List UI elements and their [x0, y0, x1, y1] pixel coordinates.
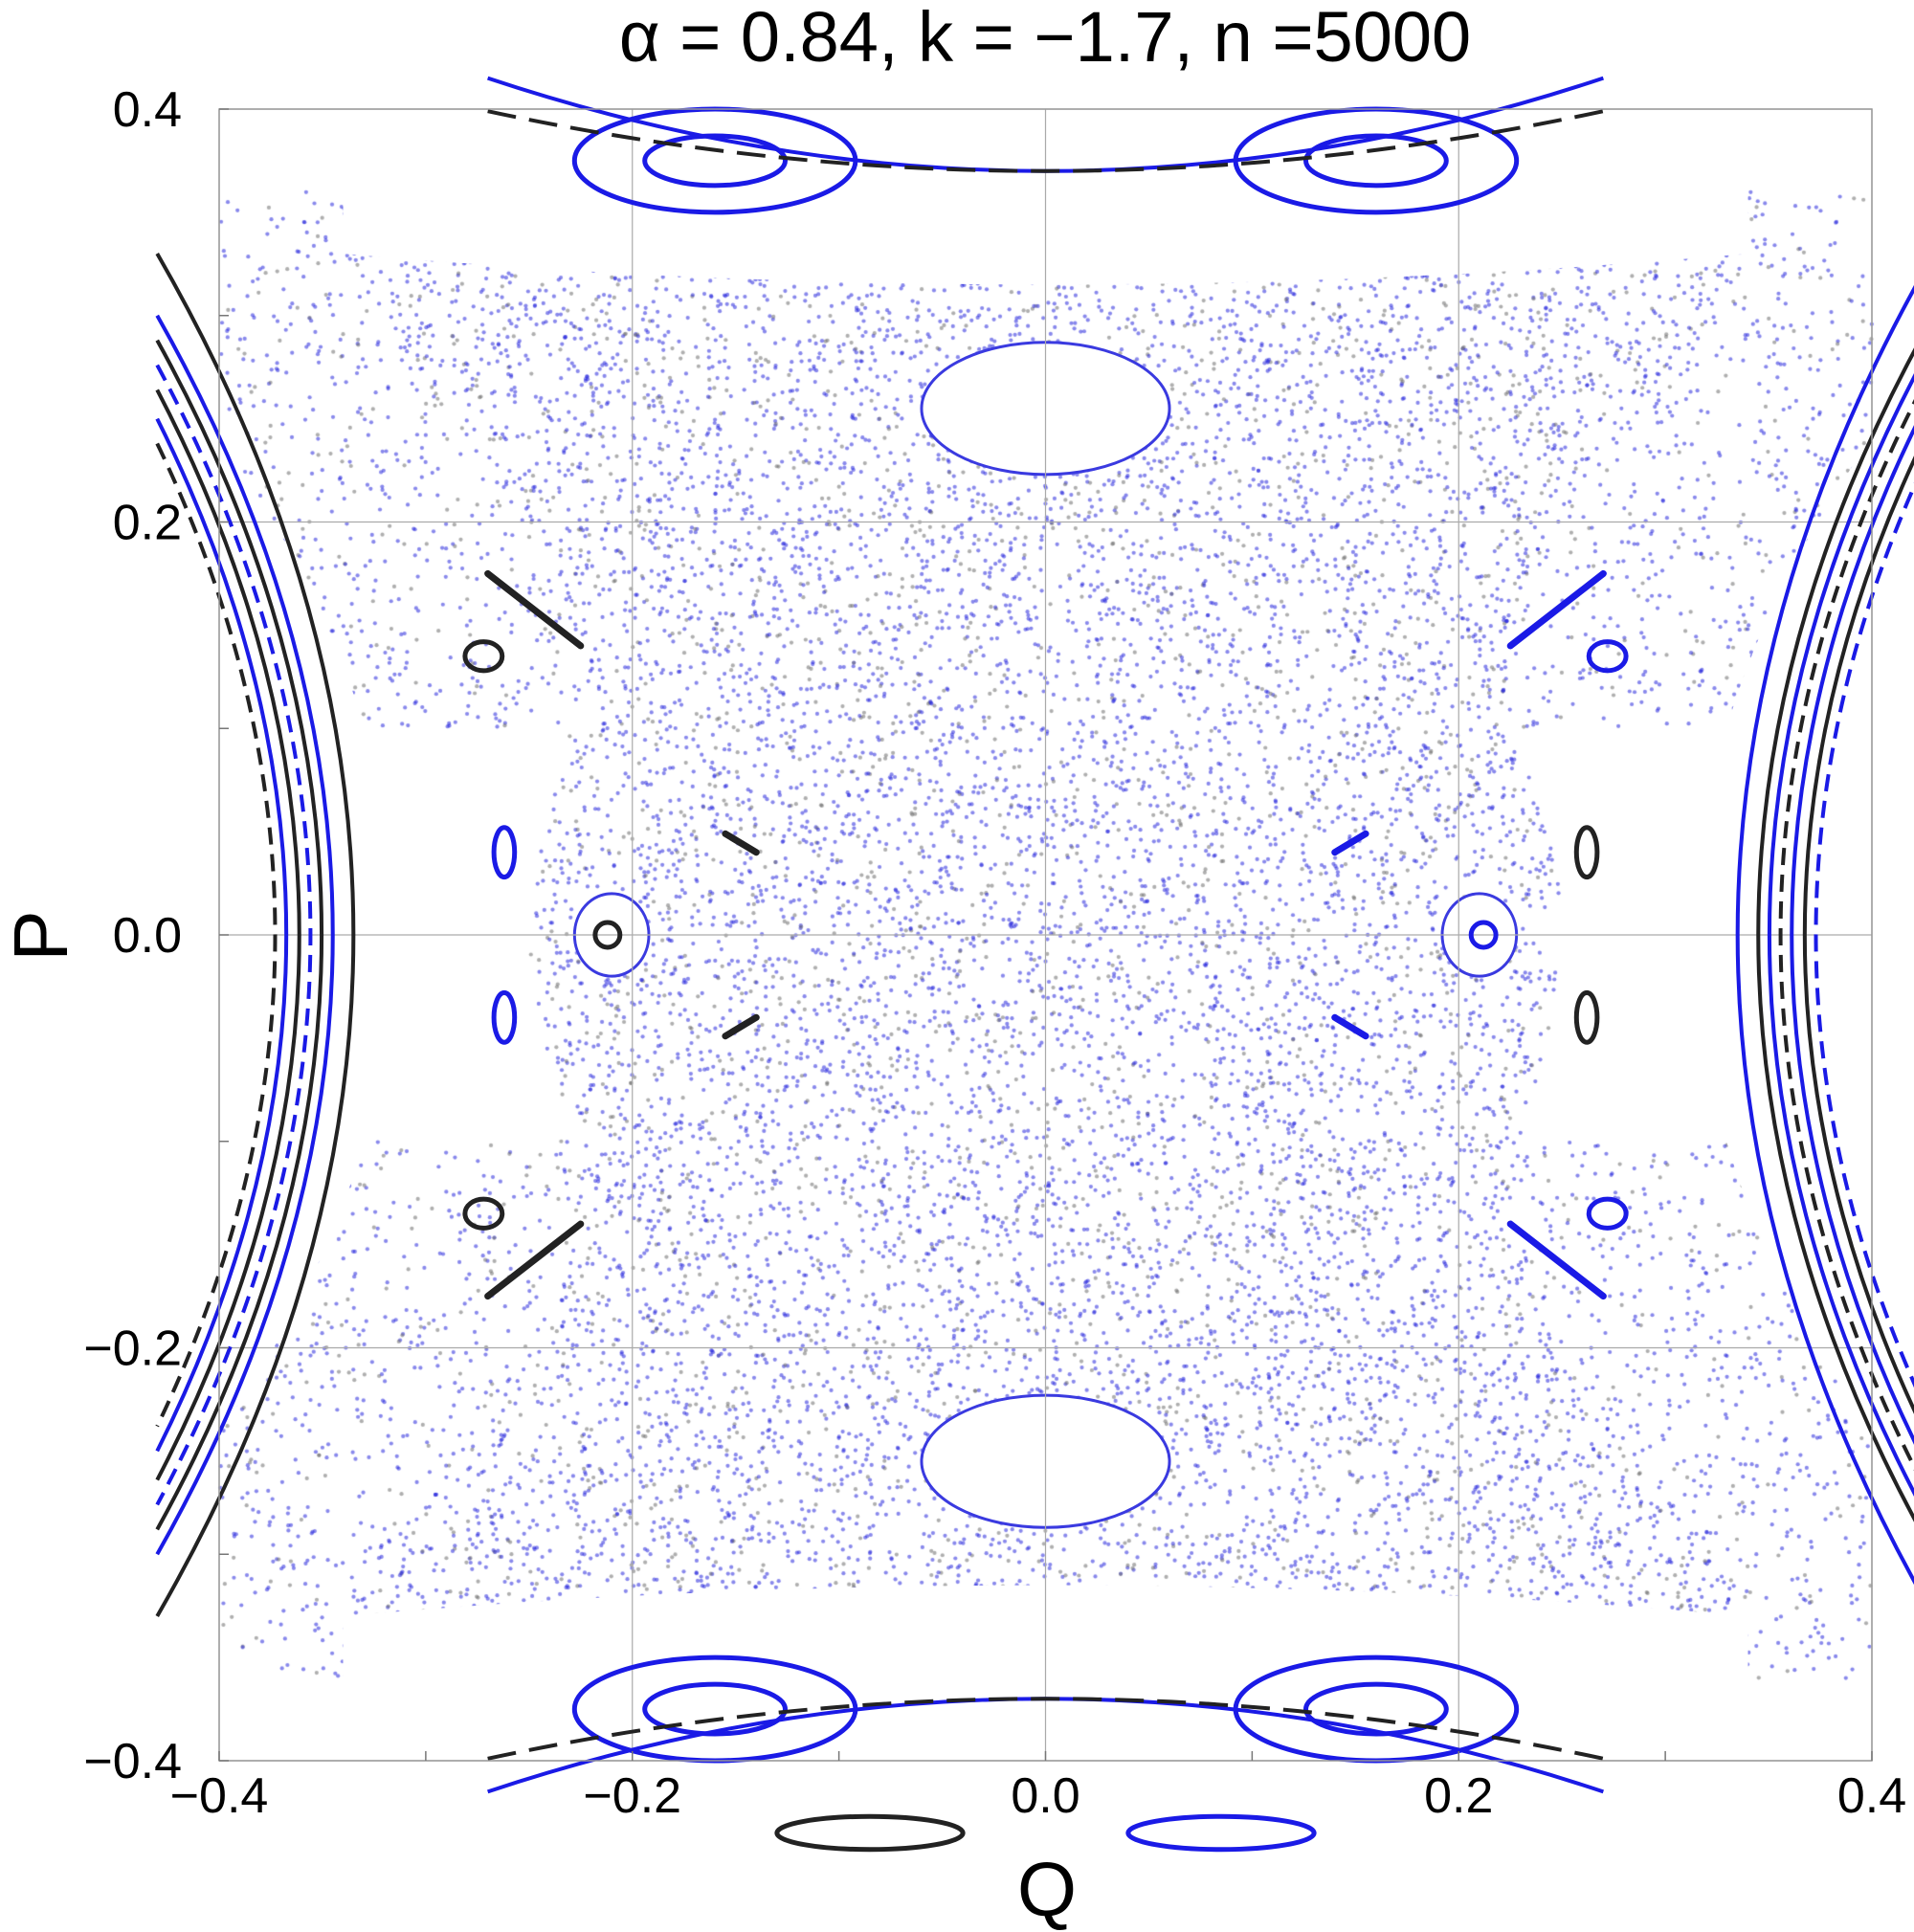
- kam-curve-top: [487, 109, 1604, 173]
- kam-curve-left: [155, 339, 323, 1531]
- island-chain-segment: [722, 1013, 760, 1040]
- island-orbit: [1303, 1681, 1449, 1737]
- x-tick-label: 0.4: [1837, 1768, 1906, 1824]
- island-orbit: [774, 1813, 966, 1853]
- x-tick-label: 0.0: [1011, 1768, 1079, 1824]
- y-tick-label: −0.4: [83, 1734, 182, 1789]
- island-orbit: [1303, 133, 1449, 189]
- island-orbit: [1573, 825, 1600, 880]
- kam-curve-right: [1790, 425, 1914, 1445]
- y-tick-label: 0.4: [113, 82, 182, 138]
- island-orbit: [1125, 1813, 1317, 1853]
- kam-curve-left: [155, 364, 313, 1506]
- kam-curve-left: [155, 442, 278, 1428]
- separatrix-left: [155, 253, 356, 1617]
- island-orbit: [1468, 920, 1499, 950]
- x-tick-label: −0.4: [170, 1768, 269, 1824]
- y-tick-label: −0.2: [83, 1321, 182, 1377]
- island-chain-segment: [1331, 1013, 1369, 1040]
- island-orbit: [1586, 639, 1629, 674]
- island-chain-segment: [1506, 569, 1607, 650]
- kam-curve-bottom: [487, 1697, 1604, 1761]
- kam-curve-right: [1756, 347, 1914, 1522]
- island-chain-segment: [484, 569, 585, 650]
- kam-curve-right: [1814, 482, 1914, 1388]
- island-chain-segment: [1331, 830, 1369, 856]
- x-axis-label: Q: [1017, 1847, 1077, 1932]
- kam-curve-right: [1768, 373, 1914, 1497]
- island-chain-segment: [722, 830, 760, 856]
- tick-labels: −0.4 −0.2 0.0 0.2 0.4 −0.4 −0.2 0.0 0.2 0.4: [83, 82, 1906, 1824]
- island-chain-segment: [484, 1220, 585, 1300]
- kam-curve-left: [155, 417, 289, 1453]
- kam-curve-left: [155, 389, 301, 1481]
- island-orbit: [592, 920, 623, 950]
- island-orbit: [1586, 1196, 1629, 1231]
- island-chain-segment: [1506, 1220, 1607, 1300]
- island-orbit: [491, 825, 518, 880]
- kam-curve-right: [1802, 455, 1914, 1414]
- invariant-curves: [155, 76, 1914, 1853]
- y-tick-label: 0.0: [113, 908, 182, 964]
- x-tick-label: −0.2: [583, 1768, 681, 1824]
- island-orbit: [1573, 989, 1600, 1045]
- island-orbit: [462, 639, 505, 674]
- island-orbit: [491, 989, 518, 1045]
- y-axis-label: P: [0, 910, 83, 961]
- island-orbit: [642, 133, 788, 189]
- x-tick-label: 0.2: [1424, 1768, 1493, 1824]
- plot-frame: [218, 108, 1873, 1762]
- kam-curve-right: [1778, 399, 1914, 1471]
- kam-curve-left: [155, 314, 335, 1556]
- y-tick-label: 0.2: [113, 496, 182, 551]
- separatrix-right: [1735, 284, 1914, 1586]
- chart-title: α = 0.84, k = −1.7, n =5000: [619, 0, 1471, 77]
- island-orbit: [642, 1681, 788, 1737]
- island-orbit: [462, 1196, 505, 1231]
